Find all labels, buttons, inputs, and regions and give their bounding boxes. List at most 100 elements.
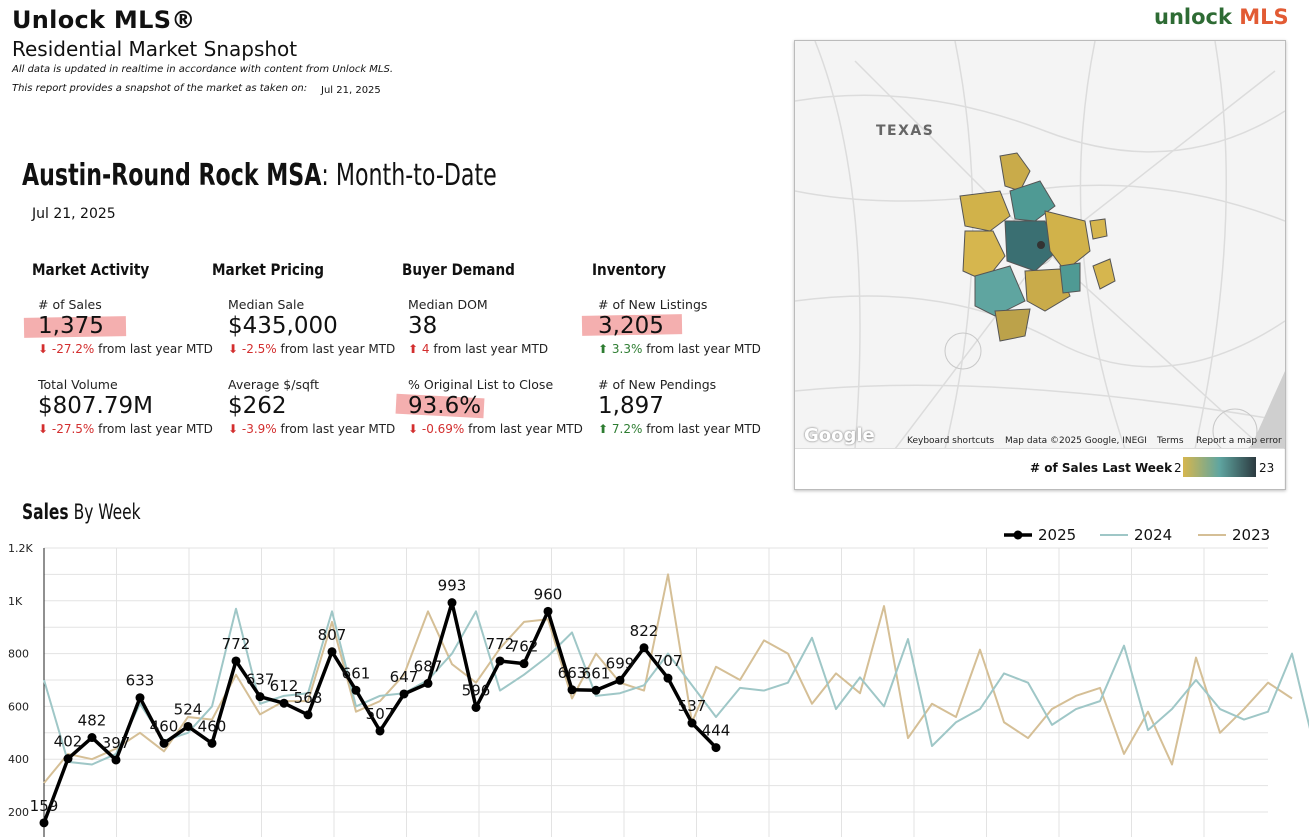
data-label: 612	[270, 677, 299, 695]
map-legend-min: 2	[1174, 461, 1182, 475]
data-label: 637	[246, 671, 275, 689]
data-point	[495, 656, 505, 666]
y-tick-label: 600	[8, 700, 29, 713]
data-point	[615, 675, 625, 685]
legend-marker	[1013, 530, 1023, 540]
metric-label: Average $/sqft	[228, 377, 319, 392]
metric-change: ⬆ 4 from last year MTD	[408, 342, 549, 356]
data-label: 687	[414, 657, 443, 675]
data-label: 699	[606, 654, 635, 672]
report-date: Jul 21, 2025	[32, 206, 116, 222]
y-tick-label: 1.2K	[8, 542, 33, 555]
data-point	[543, 606, 553, 616]
data-point	[303, 710, 313, 720]
google-logo: Google	[804, 425, 875, 446]
terms-link[interactable]: Terms	[1157, 436, 1184, 446]
data-label: 772	[222, 635, 251, 653]
data-label: 537	[678, 697, 707, 715]
data-point	[255, 692, 265, 702]
metric-label: # of New Pendings	[598, 377, 717, 392]
metric-label: # of Sales	[38, 297, 102, 312]
metric-value: 1,897	[598, 393, 664, 419]
data-point	[687, 718, 697, 728]
sales-map[interactable]	[794, 40, 1286, 490]
data-point	[279, 698, 289, 708]
metric-label: # of New Listings	[598, 297, 708, 312]
map-legend-max: 23	[1259, 461, 1275, 475]
data-label: 993	[438, 577, 467, 595]
data-point	[351, 685, 361, 695]
metric-change: ⬇ -3.9% from last year MTD	[228, 422, 396, 436]
y-tick-label: 400	[8, 753, 29, 766]
data-point	[63, 754, 73, 764]
arrow-down-icon: ⬇	[38, 422, 52, 436]
category-inventory: Inventory	[592, 260, 666, 279]
data-point	[207, 738, 217, 748]
metric-label: Median DOM	[408, 297, 488, 312]
legend-label-2024: 2024	[1134, 526, 1172, 544]
data-label: 663	[558, 664, 587, 682]
data-label: 568	[294, 689, 323, 707]
data-point	[447, 598, 457, 608]
metric-value: 3,205	[598, 313, 664, 339]
category-market-activity: Market Activity	[32, 260, 150, 279]
data-label: 507	[366, 705, 395, 723]
data-point	[327, 647, 337, 657]
unlock-mls-logo: unlock MLS	[1154, 5, 1289, 29]
map-canvas[interactable]	[795, 41, 1285, 454]
sales-by-week-chart: 2004006008001K1.2K1594024823976334605244…	[8, 526, 1309, 837]
category-buyer-demand: Buyer Demand	[402, 260, 515, 279]
keyboard-shortcuts-link[interactable]: Keyboard shortcuts	[907, 436, 995, 446]
data-point	[639, 643, 649, 653]
data-point	[375, 726, 385, 736]
metric-value: 38	[408, 313, 438, 339]
metric-value: $435,000	[228, 313, 338, 339]
report-map-error-link[interactable]: Report a map error	[1196, 436, 1282, 446]
update-note: All data is updated in realtime in accor…	[12, 64, 394, 75]
data-label: 822	[630, 622, 659, 640]
data-point	[519, 659, 529, 669]
map-legend-gradient	[1183, 457, 1256, 477]
metric-value: $262	[228, 393, 287, 419]
snapshot-date: Jul 21, 2025	[321, 85, 381, 96]
metric-label: Median Sale	[228, 297, 305, 312]
metric-value: 1,375	[38, 313, 104, 339]
legend-label-2023: 2023	[1232, 526, 1270, 544]
data-label: 661	[342, 664, 371, 682]
arrow-down-icon: ⬇	[228, 342, 242, 356]
data-point	[711, 743, 721, 753]
data-point	[111, 755, 121, 765]
data-point	[135, 693, 145, 703]
page-title: Austin-Round Rock MSA: Month-to-Date	[22, 158, 497, 193]
arrow-down-icon: ⬇	[38, 342, 52, 356]
metric-change: ⬆ 7.2% from last year MTD	[598, 422, 761, 436]
data-point	[231, 656, 241, 666]
category-market-pricing: Market Pricing	[212, 260, 325, 279]
data-label: 397	[102, 734, 131, 752]
arrow-up-icon: ⬆	[598, 422, 612, 436]
metric-label: Total Volume	[38, 377, 118, 392]
data-label: 402	[54, 733, 83, 751]
data-point	[423, 678, 433, 688]
data-point	[39, 818, 49, 828]
report-subtitle: Residential Market Snapshot	[12, 37, 298, 61]
metric-change: ⬇ -27.5% from last year MTD	[38, 422, 213, 436]
arrow-down-icon: ⬇	[408, 422, 422, 436]
data-label: 647	[390, 668, 419, 686]
y-tick-label: 1K	[8, 595, 23, 608]
data-point	[159, 738, 169, 748]
data-point	[399, 689, 409, 699]
y-tick-label: 800	[8, 648, 29, 661]
data-point	[87, 733, 97, 743]
data-label: 661	[582, 664, 611, 682]
data-point	[663, 673, 673, 683]
metric-value: 93.6%	[408, 393, 482, 419]
data-label: 444	[702, 722, 731, 740]
map-legend-label: # of Sales Last Week	[1030, 461, 1173, 475]
map-region-label: TEXAS	[876, 123, 935, 139]
metric-change: ⬇ -0.69% from last year MTD	[408, 422, 583, 436]
data-label: 460	[150, 717, 179, 735]
data-label: 482	[78, 712, 107, 730]
arrow-up-icon: ⬆	[598, 342, 612, 356]
data-label: 159	[30, 797, 59, 815]
